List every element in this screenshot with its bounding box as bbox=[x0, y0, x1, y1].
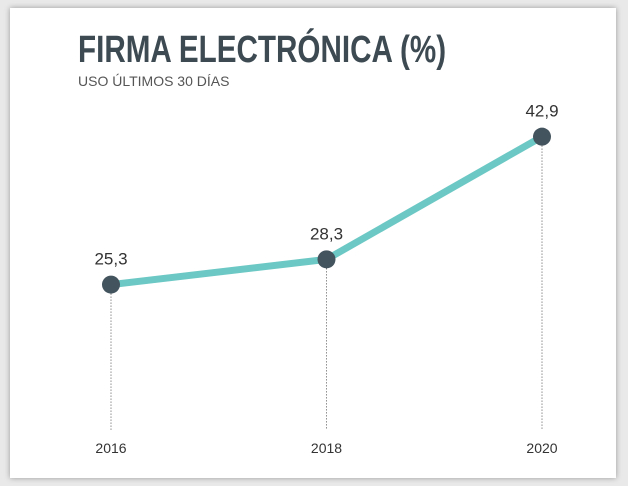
marker bbox=[317, 250, 336, 269]
data-label: 42,9 bbox=[525, 102, 558, 121]
chart-subtitle: USO ÚLTIMOS 30 DÍAS bbox=[78, 73, 229, 89]
chart-title: FIRMA ELECTRÓNICA (%) bbox=[78, 29, 446, 71]
marker bbox=[533, 127, 551, 146]
data-label: 25,3 bbox=[94, 250, 127, 269]
marker bbox=[102, 275, 120, 294]
x-tick-label: 2020 bbox=[526, 440, 557, 456]
data-label: 28,3 bbox=[310, 224, 343, 243]
card bbox=[10, 8, 616, 478]
x-tick-label: 2016 bbox=[95, 440, 126, 456]
x-tick-label: 2018 bbox=[311, 440, 342, 456]
